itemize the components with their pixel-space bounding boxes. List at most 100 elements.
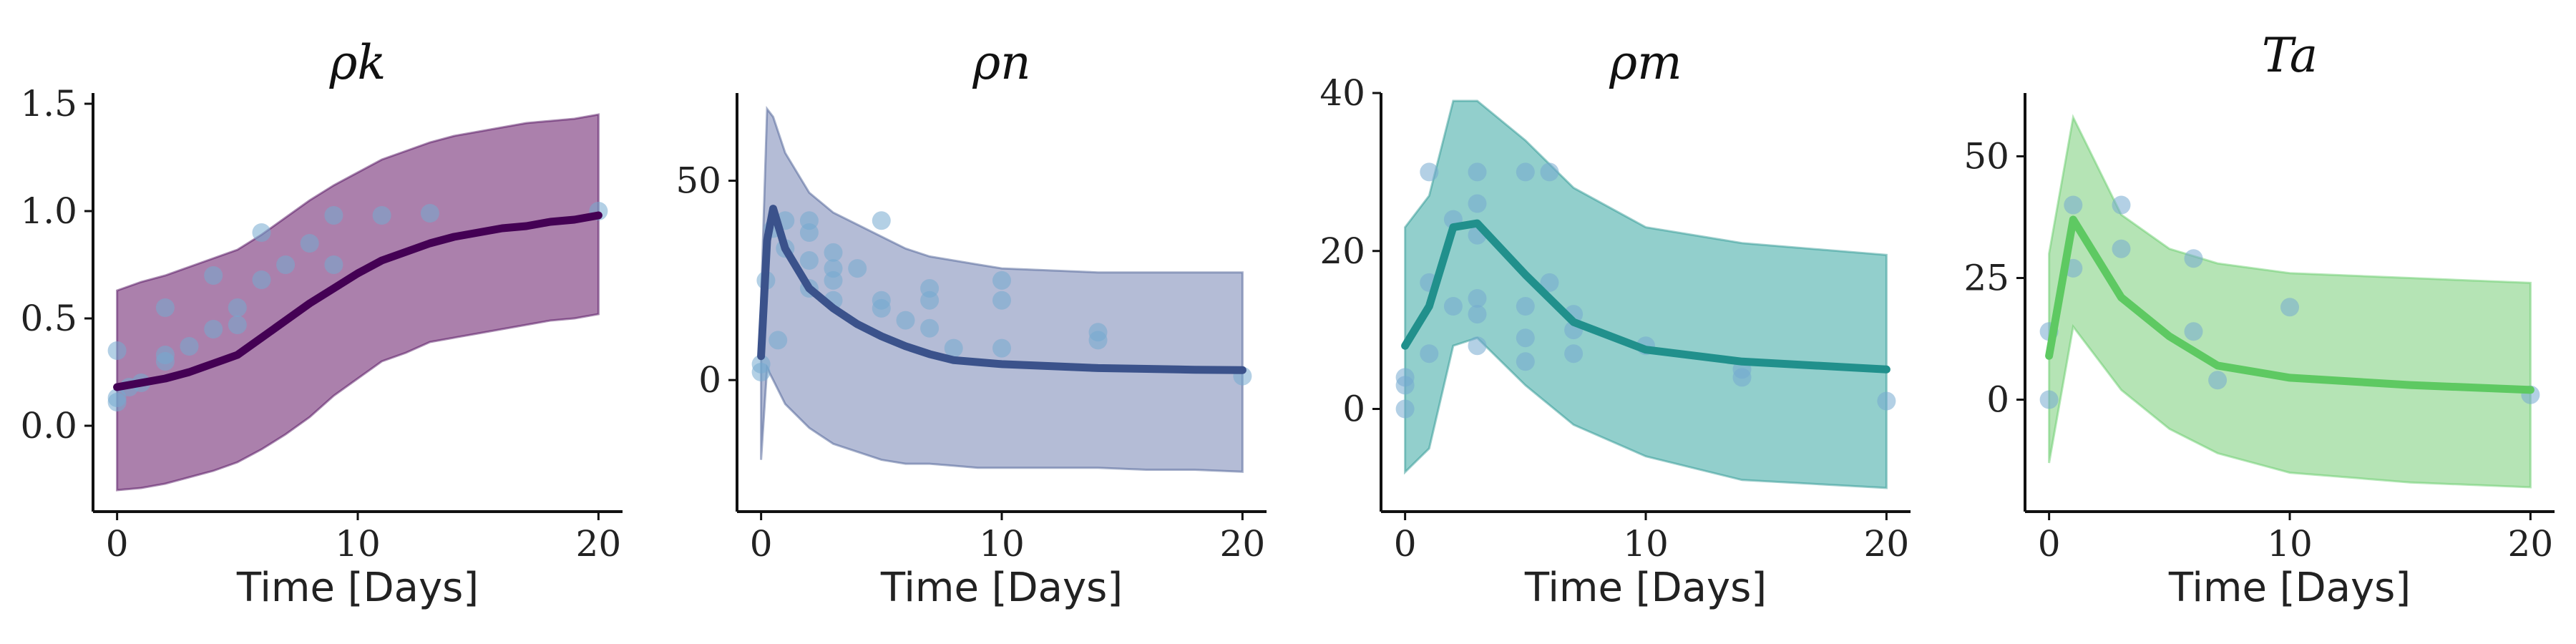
- y-tick-label: 0.5: [20, 298, 77, 339]
- observation-point: [2280, 298, 2299, 317]
- x-tick-label: 20: [1220, 523, 1266, 565]
- observation-point: [2064, 195, 2083, 215]
- observation-point: [1516, 297, 1535, 316]
- observation-point: [1540, 162, 1559, 182]
- observation-point: [848, 259, 867, 278]
- observation-point: [1088, 331, 1108, 350]
- plot-area: 0 10 20 0 20 40: [1319, 72, 1911, 565]
- observation-point: [1877, 391, 1896, 411]
- observation-point: [769, 331, 788, 350]
- y-tick-label: 1.0: [20, 190, 77, 232]
- y-tick-label: 0.0: [20, 405, 77, 447]
- observation-point: [252, 223, 271, 242]
- y-tick-label: 0: [1342, 389, 1365, 430]
- observation-point: [107, 393, 127, 411]
- observation-point: [944, 338, 963, 358]
- observation-point: [751, 354, 771, 374]
- chart-title: ρk: [329, 35, 386, 90]
- observation-point: [2112, 195, 2131, 215]
- observation-point: [276, 255, 296, 274]
- observation-point: [824, 243, 843, 262]
- y-tick-label: 50: [675, 160, 721, 202]
- observation-point: [180, 337, 199, 356]
- chart-title: Ta: [2262, 28, 2318, 83]
- observation-point: [420, 204, 439, 223]
- observation-point: [204, 266, 223, 285]
- observation-point: [1732, 368, 1752, 387]
- mean-line: [1401, 219, 1890, 374]
- observation-point: [2112, 239, 2131, 258]
- x-axis-label: Time [Days]: [1524, 565, 1767, 611]
- observation-point: [2184, 322, 2203, 341]
- observation-point: [799, 251, 819, 270]
- observation-point: [2184, 249, 2203, 268]
- y-tick-label: 1.5: [20, 83, 77, 125]
- observation-point: [1468, 336, 1487, 356]
- y-tick-label: 50: [1963, 135, 2009, 177]
- observation-point: [1420, 344, 1439, 364]
- observation-point: [1564, 344, 1584, 364]
- observation-point: [1516, 328, 1535, 348]
- observation-point: [324, 255, 343, 274]
- x-tick-label: 0: [2038, 523, 2061, 565]
- y-tick-label: 25: [1963, 257, 2009, 298]
- observation-point: [824, 270, 843, 290]
- observation-point: [1516, 352, 1535, 371]
- x-tick-label: 10: [2267, 523, 2313, 565]
- observation-point: [1468, 194, 1487, 213]
- observation-point: [107, 341, 127, 360]
- observation-point: [1468, 162, 1487, 182]
- observation-point: [2039, 390, 2059, 409]
- observation-point: [1540, 273, 1559, 292]
- observation-point: [2208, 371, 2228, 390]
- confidence-band: [760, 106, 1244, 473]
- observation-point: [300, 234, 319, 253]
- observation-point: [920, 291, 940, 310]
- observation-point: [992, 338, 1011, 358]
- x-tick-label: 0: [750, 523, 773, 565]
- observation-point: [204, 320, 223, 338]
- x-tick-label: 0: [106, 523, 129, 565]
- observation-point: [1516, 162, 1535, 182]
- chart-panel-ta: 0 10 20 0 25 50 Ta Time [Days]: [1963, 28, 2555, 611]
- mean-line: [113, 211, 602, 391]
- chart-panel-rho-m: 0 10 20 0 20 40 ρm Time [Days]: [1319, 35, 1911, 611]
- confidence-band: [116, 113, 600, 492]
- x-tick-label: 20: [576, 523, 622, 565]
- plot-area: 0 10 20 0.0 0.5 1.0 1.5: [20, 83, 623, 565]
- y-tick-label: 40: [1319, 72, 1365, 114]
- observation-point: [155, 352, 175, 371]
- chart-title: ρm: [1609, 35, 1682, 90]
- observation-point: [252, 270, 271, 289]
- observation-point: [992, 270, 1011, 290]
- chart-panel-rho-k: 0 10 20 0.0 0.5 1.0 1.5 ρk Time [Days]: [20, 35, 623, 611]
- x-axis-label: Time [Days]: [236, 565, 479, 611]
- y-tick-label: 0: [1986, 379, 2009, 421]
- observation-point: [799, 223, 819, 242]
- observation-point: [228, 298, 247, 317]
- observation-point: [1468, 305, 1487, 324]
- observation-point: [372, 206, 391, 225]
- observation-point: [992, 291, 1011, 310]
- observation-point: [155, 298, 175, 317]
- x-tick-label: 10: [979, 523, 1025, 565]
- mean-line: [757, 205, 1246, 374]
- observation-point: [872, 298, 891, 318]
- observation-point: [1443, 297, 1463, 316]
- x-tick-label: 10: [1623, 523, 1669, 565]
- x-tick-label: 0: [1394, 523, 1417, 565]
- y-tick-label: 0: [698, 359, 721, 401]
- x-tick-label: 20: [1864, 523, 1910, 565]
- mean-line: [2045, 215, 2534, 394]
- plot-area: 0 10 20 0 50: [675, 93, 1267, 565]
- plot-area: 0 10 20 0 25 50: [1963, 93, 2555, 565]
- x-axis-label: Time [Days]: [880, 565, 1123, 611]
- observation-point: [920, 318, 940, 338]
- observation-point: [872, 211, 891, 230]
- observation-point: [1395, 376, 1415, 395]
- observation-point: [1420, 162, 1439, 182]
- observation-point: [896, 311, 915, 330]
- observation-point: [324, 206, 343, 225]
- observation-point: [228, 316, 247, 334]
